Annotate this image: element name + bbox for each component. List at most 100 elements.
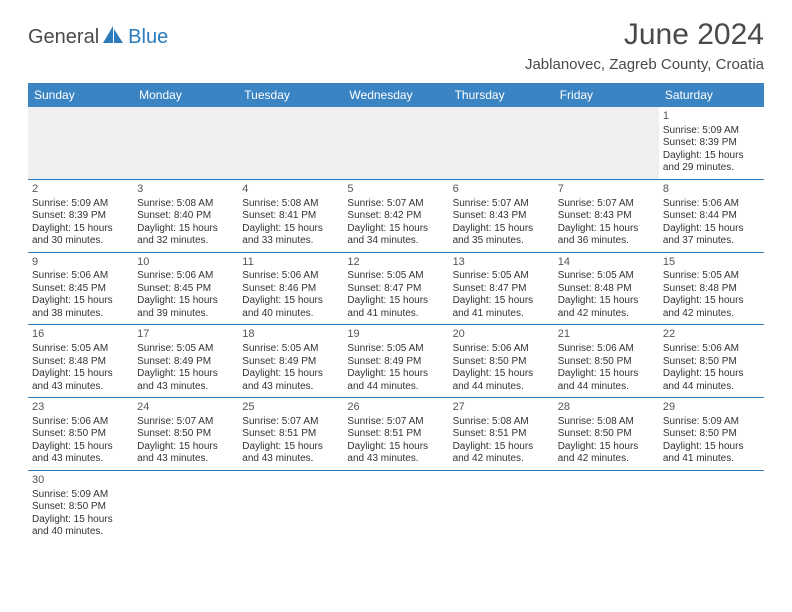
day-sunrise: Sunrise: 5:09 AM [663, 416, 760, 429]
calendar-cell: 8Sunrise: 5:06 AMSunset: 8:44 PMDaylight… [659, 179, 764, 252]
calendar-table: Sunday Monday Tuesday Wednesday Thursday… [28, 83, 764, 543]
day-number: 30 [32, 474, 129, 488]
day-sunrise: Sunrise: 5:07 AM [137, 416, 234, 429]
day-dl1: Daylight: 15 hours [242, 223, 339, 236]
calendar-cell: 20Sunrise: 5:06 AMSunset: 8:50 PMDayligh… [449, 325, 554, 398]
calendar-cell: 14Sunrise: 5:05 AMSunset: 8:48 PMDayligh… [554, 252, 659, 325]
day-number: 11 [242, 256, 339, 270]
day-number: 4 [242, 183, 339, 197]
day-dl1: Daylight: 15 hours [242, 441, 339, 454]
day-sunset: Sunset: 8:39 PM [32, 210, 129, 223]
logo: General Blue [28, 18, 168, 49]
day-sunset: Sunset: 8:50 PM [558, 356, 655, 369]
calendar-cell [554, 107, 659, 179]
calendar-cell: 24Sunrise: 5:07 AMSunset: 8:50 PMDayligh… [133, 398, 238, 471]
day-dl1: Daylight: 15 hours [558, 441, 655, 454]
day-sunrise: Sunrise: 5:07 AM [558, 198, 655, 211]
day-dl1: Daylight: 15 hours [347, 368, 444, 381]
calendar-week-row: 1Sunrise: 5:09 AMSunset: 8:39 PMDaylight… [28, 107, 764, 179]
calendar-cell [554, 470, 659, 542]
page-header: General Blue June 2024 Jablanovec, Zagre… [28, 18, 764, 73]
calendar-cell: 25Sunrise: 5:07 AMSunset: 8:51 PMDayligh… [238, 398, 343, 471]
day-number: 5 [347, 183, 444, 197]
day-header: Wednesday [343, 83, 448, 107]
day-number: 25 [242, 401, 339, 415]
day-dl2: and 42 minutes. [663, 308, 760, 321]
page-title: June 2024 [525, 18, 764, 52]
calendar-cell [449, 107, 554, 179]
day-sunrise: Sunrise: 5:09 AM [663, 125, 760, 138]
day-sunrise: Sunrise: 5:06 AM [663, 343, 760, 356]
calendar-cell: 13Sunrise: 5:05 AMSunset: 8:47 PMDayligh… [449, 252, 554, 325]
calendar-cell: 15Sunrise: 5:05 AMSunset: 8:48 PMDayligh… [659, 252, 764, 325]
day-dl1: Daylight: 15 hours [558, 368, 655, 381]
day-dl2: and 42 minutes. [558, 453, 655, 466]
day-dl2: and 36 minutes. [558, 235, 655, 248]
day-sunrise: Sunrise: 5:09 AM [32, 489, 129, 502]
day-dl2: and 43 minutes. [32, 381, 129, 394]
day-dl1: Daylight: 15 hours [32, 514, 129, 527]
calendar-cell: 12Sunrise: 5:05 AMSunset: 8:47 PMDayligh… [343, 252, 448, 325]
day-sunrise: Sunrise: 5:05 AM [558, 270, 655, 283]
day-dl1: Daylight: 15 hours [663, 295, 760, 308]
day-number: 2 [32, 183, 129, 197]
calendar-week-row: 9Sunrise: 5:06 AMSunset: 8:45 PMDaylight… [28, 252, 764, 325]
calendar-cell: 22Sunrise: 5:06 AMSunset: 8:50 PMDayligh… [659, 325, 764, 398]
calendar-cell: 7Sunrise: 5:07 AMSunset: 8:43 PMDaylight… [554, 179, 659, 252]
day-sunrise: Sunrise: 5:08 AM [558, 416, 655, 429]
day-sunrise: Sunrise: 5:08 AM [137, 198, 234, 211]
day-sunset: Sunset: 8:51 PM [347, 428, 444, 441]
day-dl2: and 32 minutes. [137, 235, 234, 248]
day-dl2: and 40 minutes. [242, 308, 339, 321]
day-number: 10 [137, 256, 234, 270]
day-dl2: and 43 minutes. [242, 381, 339, 394]
calendar-cell: 4Sunrise: 5:08 AMSunset: 8:41 PMDaylight… [238, 179, 343, 252]
day-dl2: and 44 minutes. [663, 381, 760, 394]
day-dl1: Daylight: 15 hours [347, 223, 444, 236]
day-sunset: Sunset: 8:43 PM [453, 210, 550, 223]
day-header-row: Sunday Monday Tuesday Wednesday Thursday… [28, 83, 764, 107]
day-dl1: Daylight: 15 hours [137, 223, 234, 236]
day-number: 12 [347, 256, 444, 270]
day-header: Monday [133, 83, 238, 107]
day-dl2: and 44 minutes. [347, 381, 444, 394]
day-dl2: and 43 minutes. [137, 453, 234, 466]
day-number: 3 [137, 183, 234, 197]
day-sunrise: Sunrise: 5:06 AM [242, 270, 339, 283]
day-sunset: Sunset: 8:50 PM [137, 428, 234, 441]
day-sunset: Sunset: 8:47 PM [347, 283, 444, 296]
day-number: 15 [663, 256, 760, 270]
calendar-cell: 30Sunrise: 5:09 AMSunset: 8:50 PMDayligh… [28, 470, 133, 542]
day-dl2: and 29 minutes. [663, 162, 760, 175]
day-number: 20 [453, 328, 550, 342]
day-dl2: and 43 minutes. [32, 453, 129, 466]
day-dl1: Daylight: 15 hours [347, 295, 444, 308]
day-sunset: Sunset: 8:50 PM [558, 428, 655, 441]
day-sunrise: Sunrise: 5:07 AM [242, 416, 339, 429]
day-sunset: Sunset: 8:39 PM [663, 137, 760, 150]
day-number: 26 [347, 401, 444, 415]
calendar-cell: 27Sunrise: 5:08 AMSunset: 8:51 PMDayligh… [449, 398, 554, 471]
header-right: June 2024 Jablanovec, Zagreb County, Cro… [525, 18, 764, 73]
day-dl2: and 42 minutes. [558, 308, 655, 321]
day-sunset: Sunset: 8:47 PM [453, 283, 550, 296]
day-dl1: Daylight: 15 hours [347, 441, 444, 454]
day-dl2: and 38 minutes. [32, 308, 129, 321]
day-number: 28 [558, 401, 655, 415]
day-sunset: Sunset: 8:41 PM [242, 210, 339, 223]
day-dl1: Daylight: 15 hours [453, 441, 550, 454]
day-dl1: Daylight: 15 hours [32, 368, 129, 381]
day-sunset: Sunset: 8:42 PM [347, 210, 444, 223]
day-dl1: Daylight: 15 hours [453, 223, 550, 236]
day-number: 8 [663, 183, 760, 197]
day-sunset: Sunset: 8:50 PM [663, 428, 760, 441]
logo-text-general: General [28, 26, 99, 49]
calendar-week-row: 16Sunrise: 5:05 AMSunset: 8:48 PMDayligh… [28, 325, 764, 398]
day-dl1: Daylight: 15 hours [242, 368, 339, 381]
day-dl2: and 34 minutes. [347, 235, 444, 248]
day-dl1: Daylight: 15 hours [32, 295, 129, 308]
calendar-cell: 5Sunrise: 5:07 AMSunset: 8:42 PMDaylight… [343, 179, 448, 252]
day-sunrise: Sunrise: 5:05 AM [347, 270, 444, 283]
sail-icon [103, 26, 125, 49]
day-sunrise: Sunrise: 5:05 AM [137, 343, 234, 356]
